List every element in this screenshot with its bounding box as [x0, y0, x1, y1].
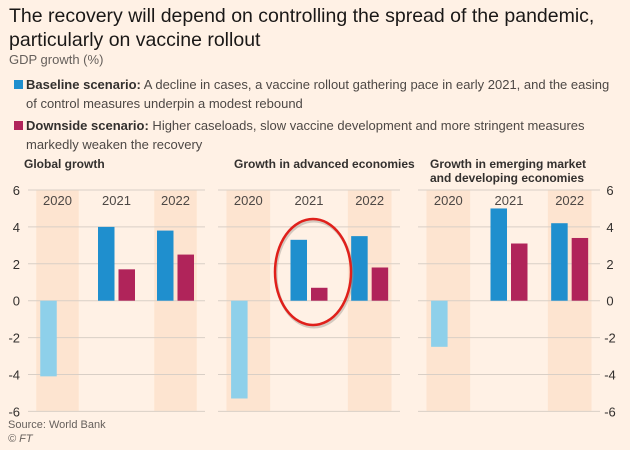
- chart-panel-1: Global growth 2020 2021 2022 6 4 2 0 -2 -4 -6: [8, 157, 205, 419]
- category-label: 2021: [102, 193, 131, 208]
- legend-swatch-downside: [14, 121, 23, 130]
- y-tick-label: 4: [606, 220, 613, 235]
- bar-2020-actual: [431, 300, 448, 347]
- legend-text-downside: Higher caseloads, slow vaccine developme…: [26, 118, 585, 152]
- y-tick-label: 4: [13, 220, 20, 235]
- y-tick-label: -2: [8, 331, 20, 346]
- copyright: © FT: [8, 433, 33, 445]
- legend-swatch-baseline: [14, 80, 23, 89]
- chart-panel-2: Growth in advanced economies 2020 2021 2022: [218, 157, 415, 412]
- bar-2021-baseline: [98, 226, 115, 301]
- y-tick-label: 0: [606, 294, 613, 309]
- y-tick-label: 6: [606, 183, 613, 198]
- chart-title: The recovery will depend on controlling …: [9, 5, 595, 51]
- chart-panel-3: Growth in emerging market and developing …: [418, 157, 616, 419]
- chart-subtitle: GDP growth (%): [9, 52, 104, 67]
- y-tick-label: 2: [13, 257, 20, 272]
- legend-label-downside: Downside scenario:: [26, 118, 149, 133]
- bar-2022-baseline: [351, 236, 368, 301]
- bar-2022-baseline: [551, 223, 568, 301]
- bar-2022-downside: [371, 267, 389, 301]
- panel-title: Global growth: [24, 157, 105, 171]
- category-label: 2021: [295, 193, 324, 208]
- category-label: 2022: [555, 193, 584, 208]
- y-tick-label: 6: [13, 183, 20, 198]
- y-tick-label: 0: [13, 294, 20, 309]
- bar-2022-baseline: [157, 230, 174, 301]
- legend-item-baseline: Baseline scenario: A decline in cases, a…: [14, 75, 614, 113]
- bar-2022-downside: [177, 254, 194, 301]
- y-tick-label: 2: [606, 257, 613, 272]
- source-note: Source: World Bank: [8, 419, 106, 431]
- highlight-circle: [273, 217, 353, 327]
- legend-item-downside: Downside scenario: Higher caseloads, slo…: [14, 116, 614, 154]
- panel-title: Growth in emerging market and developing …: [430, 157, 586, 185]
- category-label: 2020: [43, 193, 72, 208]
- legend: Baseline scenario: A decline in cases, a…: [14, 75, 614, 157]
- bar-2021-downside: [511, 243, 528, 301]
- category-label: 2020: [234, 193, 263, 208]
- bar-2022-downside: [571, 237, 589, 301]
- bar-2020-actual: [231, 300, 248, 399]
- panel-title: Growth in advanced economies: [234, 157, 415, 171]
- bar-2021-baseline: [290, 239, 307, 301]
- bar-2021-baseline: [490, 208, 507, 301]
- bar-2021-downside: [118, 269, 135, 301]
- bar-2021-downside: [311, 287, 328, 301]
- y-tick-label: -4: [604, 368, 616, 383]
- category-label: 2020: [434, 193, 463, 208]
- bar-2020-actual: [40, 300, 57, 377]
- legend-label-baseline: Baseline scenario:: [26, 77, 141, 92]
- y-tick-label: -2: [604, 331, 616, 346]
- legend-text-baseline: A decline in cases, a vaccine rollout ga…: [26, 77, 610, 111]
- footer: Source: World Bank © FT: [8, 418, 106, 446]
- y-tick-label: -6: [8, 404, 20, 419]
- y-tick-label: -4: [8, 368, 20, 383]
- category-label: 2022: [355, 193, 384, 208]
- y-tick-label: -6: [604, 404, 616, 419]
- category-label: 2022: [161, 193, 190, 208]
- category-label: 2021: [495, 193, 524, 208]
